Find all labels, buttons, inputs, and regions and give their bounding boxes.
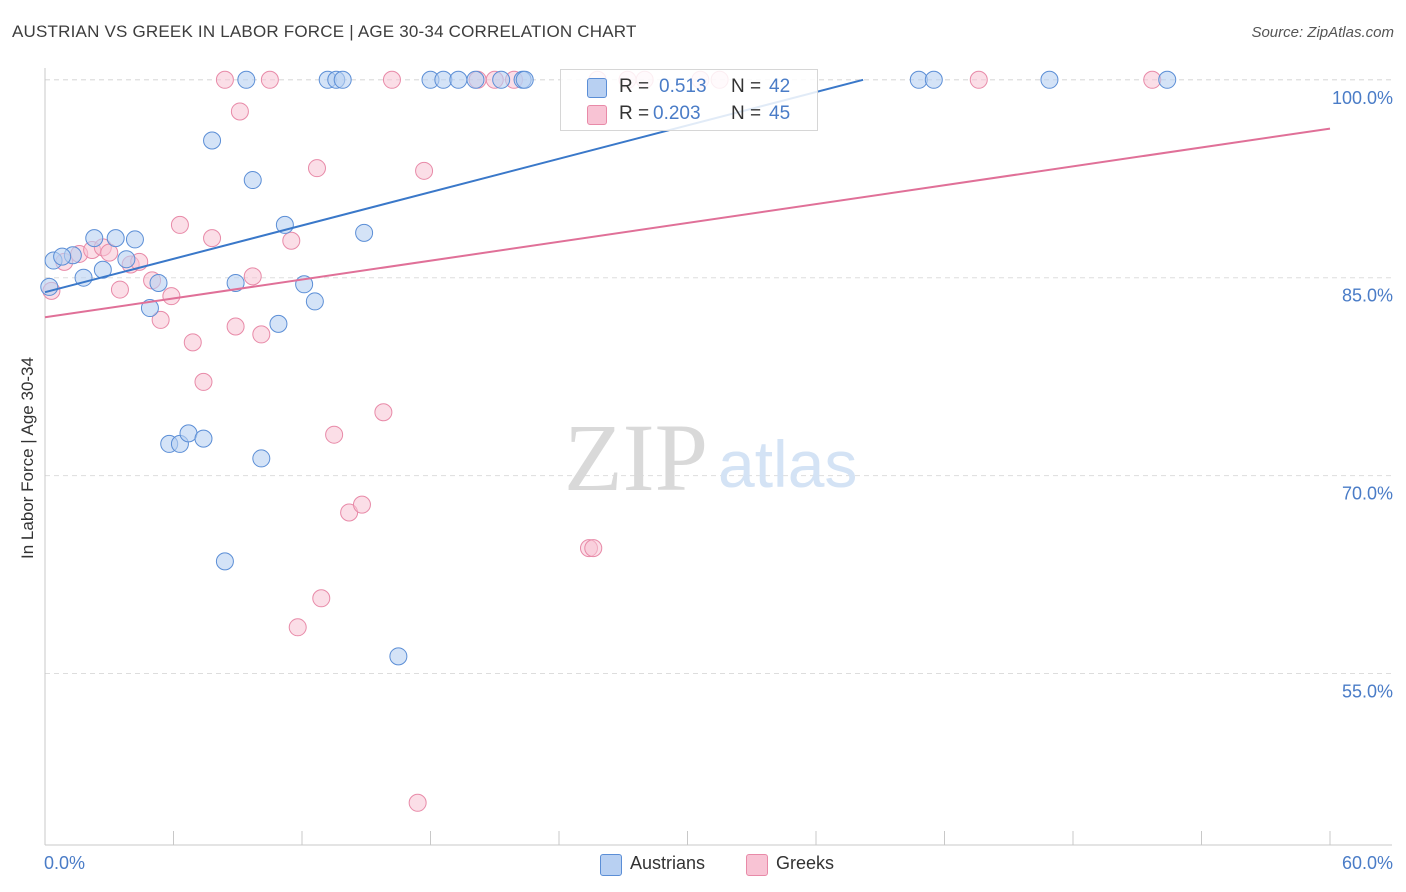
- axis-layer: [44, 68, 1392, 846]
- austrians-points: [40, 70, 1177, 666]
- greeks-point: [162, 287, 181, 306]
- greeks-point: [226, 317, 245, 336]
- austrians-point: [466, 70, 485, 89]
- greeks-point: [215, 70, 234, 89]
- greeks-point: [352, 495, 371, 514]
- watermark: ZIP atlas: [564, 404, 857, 511]
- greeks-point: [151, 310, 170, 329]
- austrians-point: [492, 70, 511, 89]
- greeks-point: [312, 589, 331, 608]
- greeks-point: [252, 325, 271, 344]
- austrians-n-label: N =: [731, 76, 762, 97]
- austrians-point: [53, 247, 72, 266]
- austrians-n-value: 42: [769, 76, 791, 97]
- watermark-atlas: atlas: [718, 427, 857, 501]
- source-credit: Source: ZipAtlas.com: [1251, 24, 1394, 41]
- y-tick-label: 85.0%: [1342, 286, 1393, 306]
- tick-labels: 100.0% 85.0% 70.0% 55.0% 0.0% 60.0%: [44, 88, 1393, 873]
- austrians-point: [1158, 70, 1177, 89]
- greeks-point: [969, 70, 988, 89]
- greeks-point: [340, 503, 359, 522]
- greeks-point: [110, 280, 129, 299]
- austrians-point: [215, 552, 234, 571]
- austrians-point: [203, 131, 222, 150]
- greeks-point: [1143, 70, 1162, 89]
- austrians-point: [179, 424, 198, 443]
- austrians-point: [85, 229, 104, 248]
- greeks-trend-line: [44, 127, 1331, 319]
- austrians-point: [355, 223, 374, 242]
- legend-greeks-swatch: [746, 854, 768, 876]
- stats-box: R = 0.513 N = 42 R = 0.203 N = 45: [560, 69, 818, 131]
- y-tick-label: 55.0%: [1342, 681, 1393, 701]
- austrians-point: [434, 70, 453, 89]
- greeks-r-value: 0.203: [653, 103, 701, 124]
- greeks-point: [307, 159, 326, 178]
- austrians-point: [237, 70, 256, 89]
- greeks-point: [408, 793, 427, 812]
- grid-layer: [45, 79, 1392, 674]
- austrians-point: [269, 314, 288, 333]
- austrians-point: [515, 70, 534, 89]
- austrians-point: [449, 70, 468, 89]
- austrians-point: [149, 273, 168, 292]
- y-axis-label: In Labor Force | Age 30-34: [18, 357, 37, 559]
- austrians-point: [305, 292, 324, 311]
- y-tick-label: 70.0%: [1342, 484, 1393, 504]
- greeks-point: [230, 102, 249, 121]
- greeks-point: [203, 229, 222, 248]
- austrians-point: [1040, 70, 1059, 89]
- austrians-point: [125, 230, 144, 249]
- greeks-r-label: R =: [619, 103, 650, 124]
- legend-austrians-swatch: [600, 854, 622, 876]
- austrians-point: [226, 273, 245, 292]
- legend-austrians-label: Austrians: [630, 853, 706, 873]
- greeks-point: [374, 403, 393, 422]
- austrians-swatch: [587, 78, 607, 98]
- austrians-point: [40, 277, 59, 296]
- legend-greeks-label: Greeks: [776, 853, 835, 873]
- greeks-point: [260, 70, 279, 89]
- greeks-point: [170, 215, 189, 234]
- greeks-n-value: 45: [769, 103, 791, 124]
- greeks-point: [415, 161, 434, 180]
- greeks-point: [194, 372, 213, 391]
- greeks-point: [183, 333, 202, 352]
- x-tick-label: 0.0%: [44, 853, 85, 873]
- greeks-point: [288, 618, 307, 637]
- x-tick-label: 60.0%: [1342, 853, 1393, 873]
- greeks-swatch: [587, 105, 607, 125]
- austrians-point: [117, 250, 136, 269]
- austrians-point: [333, 70, 352, 89]
- austrians-point: [93, 260, 112, 279]
- austrians-point: [389, 647, 408, 666]
- austrians-r-value: 0.513: [659, 76, 707, 97]
- chart-title: AUSTRIAN VS GREEK IN LABOR FORCE | AGE 3…: [12, 22, 637, 41]
- austrians-point: [924, 70, 943, 89]
- austrians-point: [252, 449, 271, 468]
- greeks-point: [282, 231, 301, 250]
- austrians-point: [909, 70, 928, 89]
- greeks-point: [382, 70, 401, 89]
- greeks-point: [243, 267, 262, 286]
- austrians-point: [243, 171, 262, 190]
- greeks-point: [584, 539, 603, 558]
- austrians-point: [194, 429, 213, 448]
- watermark-zip: ZIP: [564, 404, 708, 511]
- y-tick-label: 100.0%: [1332, 88, 1393, 108]
- austrians-r-label: R =: [619, 76, 650, 97]
- austrians-point: [106, 229, 125, 248]
- greeks-n-label: N =: [731, 103, 762, 124]
- austrians-point: [140, 299, 159, 318]
- greeks-point: [325, 425, 344, 444]
